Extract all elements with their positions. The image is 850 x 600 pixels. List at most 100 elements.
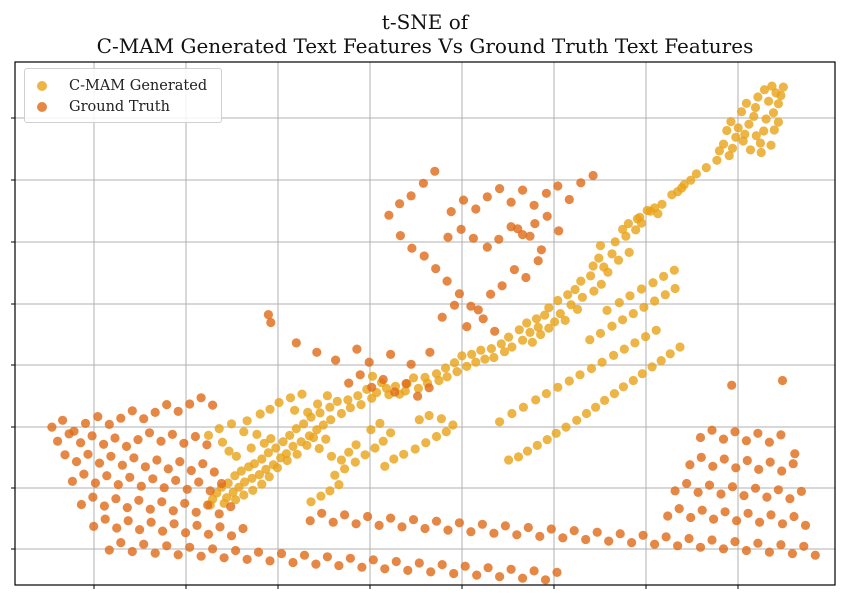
cmam-generated-point: [217, 437, 228, 447]
cmam-generated-point: [367, 393, 377, 403]
cmam-generated-point: [751, 131, 761, 141]
cmam-generated-point: [750, 102, 761, 113]
cmam-generated-point: [380, 461, 390, 471]
ground-truth-point: [697, 505, 707, 515]
cmam-generated-point: [224, 446, 234, 456]
ground-truth-point: [140, 462, 150, 472]
cmam-generated-point: [496, 339, 506, 349]
cmam-generated-point: [504, 455, 514, 465]
ground-truth-point: [116, 413, 126, 423]
ground-truth-point: [468, 233, 478, 243]
ground-truth-point: [695, 432, 706, 443]
cmam-generated-point: [230, 471, 240, 481]
ground-truth-point: [650, 539, 660, 549]
ground-truth-point: [686, 512, 696, 523]
cmam-generated-point: [749, 111, 759, 121]
ground-truth-point: [173, 406, 183, 416]
cmam-generated-point: [597, 357, 607, 367]
ground-truth-point: [340, 510, 350, 520]
ground-truth-point: [386, 349, 396, 359]
cmam-generated-point: [480, 354, 490, 364]
ground-truth-point: [523, 522, 533, 533]
cmam-generated-point: [665, 349, 675, 359]
cmam-generated-point: [336, 408, 346, 419]
ground-truth-point: [378, 374, 388, 385]
cmam-generated-point: [306, 497, 316, 507]
cmam-generated-point: [653, 209, 663, 219]
ground-truth-point: [753, 538, 763, 548]
ground-truth-point: [395, 231, 405, 241]
ground-truth-point: [719, 454, 729, 464]
cmam-generated-point: [610, 237, 620, 247]
cmam-generated-point: [542, 435, 552, 445]
ground-truth-point: [100, 514, 110, 524]
cmam-generated-point: [541, 389, 552, 399]
ground-truth-point: [742, 455, 752, 466]
cmam-generated-point: [448, 420, 458, 430]
ground-truth-point: [707, 425, 717, 435]
cmam-generated-point: [738, 136, 748, 146]
ground-truth-point: [454, 289, 464, 299]
ground-truth-point: [418, 178, 428, 188]
cmam-generated-point: [630, 338, 640, 348]
ground-truth-point: [788, 459, 798, 469]
ground-truth-point: [471, 204, 481, 214]
cmam-generated-point: [203, 430, 214, 440]
cmam-generated-point: [533, 322, 543, 332]
cmam-generated-point: [288, 441, 298, 451]
cmam-generated-point: [691, 169, 702, 179]
ground-truth-point: [367, 382, 377, 392]
cmam-generated-point: [670, 283, 680, 294]
cmam-generated-point: [619, 344, 629, 354]
cmam-generated-point: [236, 466, 246, 476]
cmam-generated-point: [726, 117, 736, 127]
cmam-generated-point: [594, 253, 604, 263]
ground-truth-point: [437, 560, 447, 570]
ground-truth-point: [397, 522, 407, 532]
cmam-generated-point: [242, 416, 252, 426]
cmam-generated-point: [504, 332, 514, 342]
legend-label-cmam: C-MAM Generated: [69, 78, 208, 94]
cmam-generated-point: [564, 376, 574, 386]
ground-truth-point: [99, 501, 109, 511]
ground-truth-point: [663, 511, 673, 521]
ground-truth-point: [364, 357, 374, 367]
cmam-generated-point: [581, 408, 592, 419]
ground-truth-point: [129, 453, 139, 463]
cmam-generated-point: [272, 463, 282, 473]
ground-truth-point: [291, 338, 301, 348]
cmam-generated-point: [727, 143, 738, 153]
ground-truth-point: [104, 545, 114, 555]
ground-truth-point: [420, 523, 430, 534]
cmam-generated-point: [312, 425, 322, 435]
ground-truth-point: [718, 434, 729, 444]
cmam-generated-point: [566, 300, 576, 310]
cmam-generated-point: [266, 434, 276, 444]
cmam-generated-point: [231, 495, 241, 505]
ground-truth-point: [89, 521, 99, 532]
cmam-generated-point: [292, 449, 302, 459]
cmam-generated-point: [223, 478, 233, 488]
cmam-generated-point: [290, 405, 300, 415]
ground-truth-point: [123, 516, 133, 526]
ground-truth-point: [391, 556, 401, 567]
ground-truth-point: [529, 566, 539, 576]
ground-truth-point: [413, 391, 423, 401]
ground-truth-point: [67, 476, 77, 486]
cmam-generated-point: [768, 108, 779, 118]
ground-truth-point: [87, 431, 97, 441]
ground-truth-point: [162, 541, 172, 551]
cmam-generated-point: [314, 443, 324, 454]
cmam-generated-point: [507, 342, 517, 352]
ground-truth-point: [741, 436, 752, 446]
ground-truth-point: [173, 550, 183, 560]
cmam-generated-point: [436, 414, 446, 424]
cmam-generated-point: [303, 407, 313, 417]
ground-truth-point: [425, 347, 435, 357]
cmam-generated-point: [316, 491, 326, 501]
cmam-generated-point: [522, 318, 532, 328]
cmam-generated-point: [551, 428, 561, 438]
cmam-generated-point: [252, 429, 262, 439]
ground-truth-point: [773, 485, 784, 495]
cmam-generated-point: [628, 375, 638, 386]
